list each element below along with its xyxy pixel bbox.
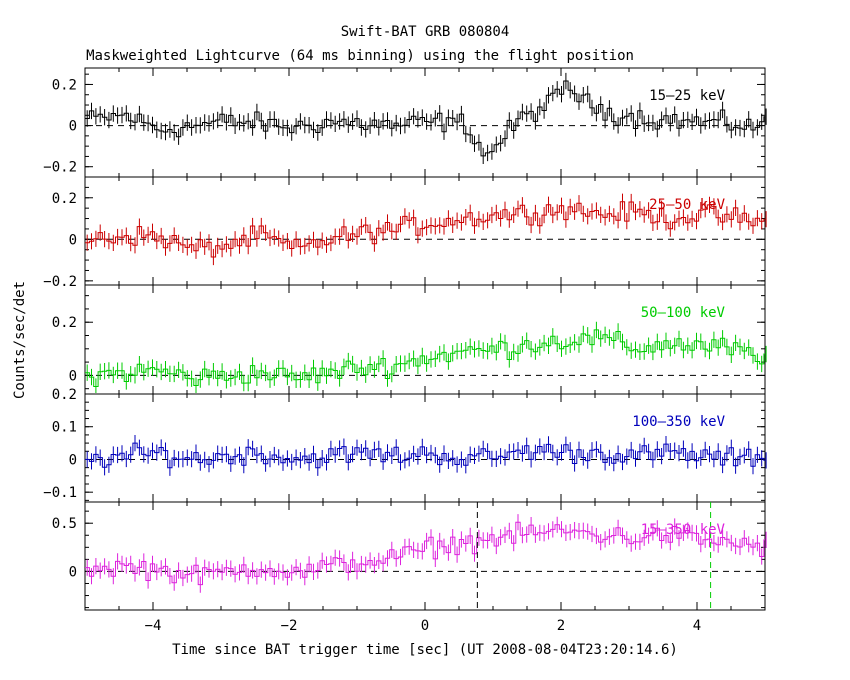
series-error-bars	[86, 321, 767, 393]
panel-5: 0 0.5 −4 −2 0 2 4 15–350 keV	[52, 501, 767, 634]
y-tick-label: 0	[69, 232, 77, 248]
y-tick-label: 0	[69, 452, 77, 468]
y-tick-label: 0.5	[52, 516, 77, 532]
figure-title: Swift-BAT GRB 080804	[341, 24, 510, 40]
series-line	[85, 442, 765, 469]
series-line	[85, 80, 765, 157]
y-tick-label: 0	[69, 119, 77, 135]
y-tick-label: −0.1	[43, 485, 77, 501]
series-line	[85, 521, 765, 586]
x-tick-label: 2	[557, 618, 565, 634]
panel-frame	[84, 501, 766, 611]
x-tick-label: −4	[145, 618, 162, 634]
y-tick-label: −0.2	[43, 274, 77, 290]
y-tick-label: 0.2	[52, 77, 77, 93]
band-label: 50–100 keV	[641, 305, 726, 321]
series-line	[85, 329, 765, 387]
panel-frame	[84, 176, 766, 286]
y-tick-label: 0	[69, 564, 77, 580]
band-label: 15–350 keV	[641, 522, 726, 538]
panel-3: 0 0.2 50–100 keV	[52, 284, 767, 395]
x-axis-label: Time since BAT trigger time [sec] (UT 20…	[172, 642, 678, 658]
y-tick-label: 0.2	[52, 191, 77, 207]
x-tick-label: 0	[421, 618, 429, 634]
y-tick-label: 0.2	[52, 315, 77, 331]
x-tick-label: −2	[281, 618, 298, 634]
y-tick-label: 0.1	[52, 420, 77, 436]
series-line	[85, 201, 765, 258]
y-tick-label: −0.2	[43, 160, 77, 176]
band-label: 25–50 keV	[649, 197, 725, 213]
panel-1: −0.2 0 0.2 15–25 keV	[43, 67, 767, 178]
x-tick-label: 4	[693, 618, 701, 634]
panels-group: −0.2 0 0.2 15–25 keV −0.2 0 0.2 25–50 keV 0 0.2 50…	[43, 67, 767, 634]
band-label: 100–350 keV	[632, 414, 725, 430]
panel-4: −0.1 0 0.1 0.2 100–350 keV	[43, 387, 767, 503]
y-tick-label: 0.2	[52, 387, 77, 403]
figure-subtitle: Maskweighted Lightcurve (64 ms binning) …	[86, 48, 634, 64]
y-tick-label: 0	[69, 368, 77, 384]
y-axis-label: Counts/sec/det	[12, 281, 28, 399]
band-label: 15–25 keV	[649, 88, 725, 104]
panel-2: −0.2 0 0.2 25–50 keV	[43, 176, 767, 290]
